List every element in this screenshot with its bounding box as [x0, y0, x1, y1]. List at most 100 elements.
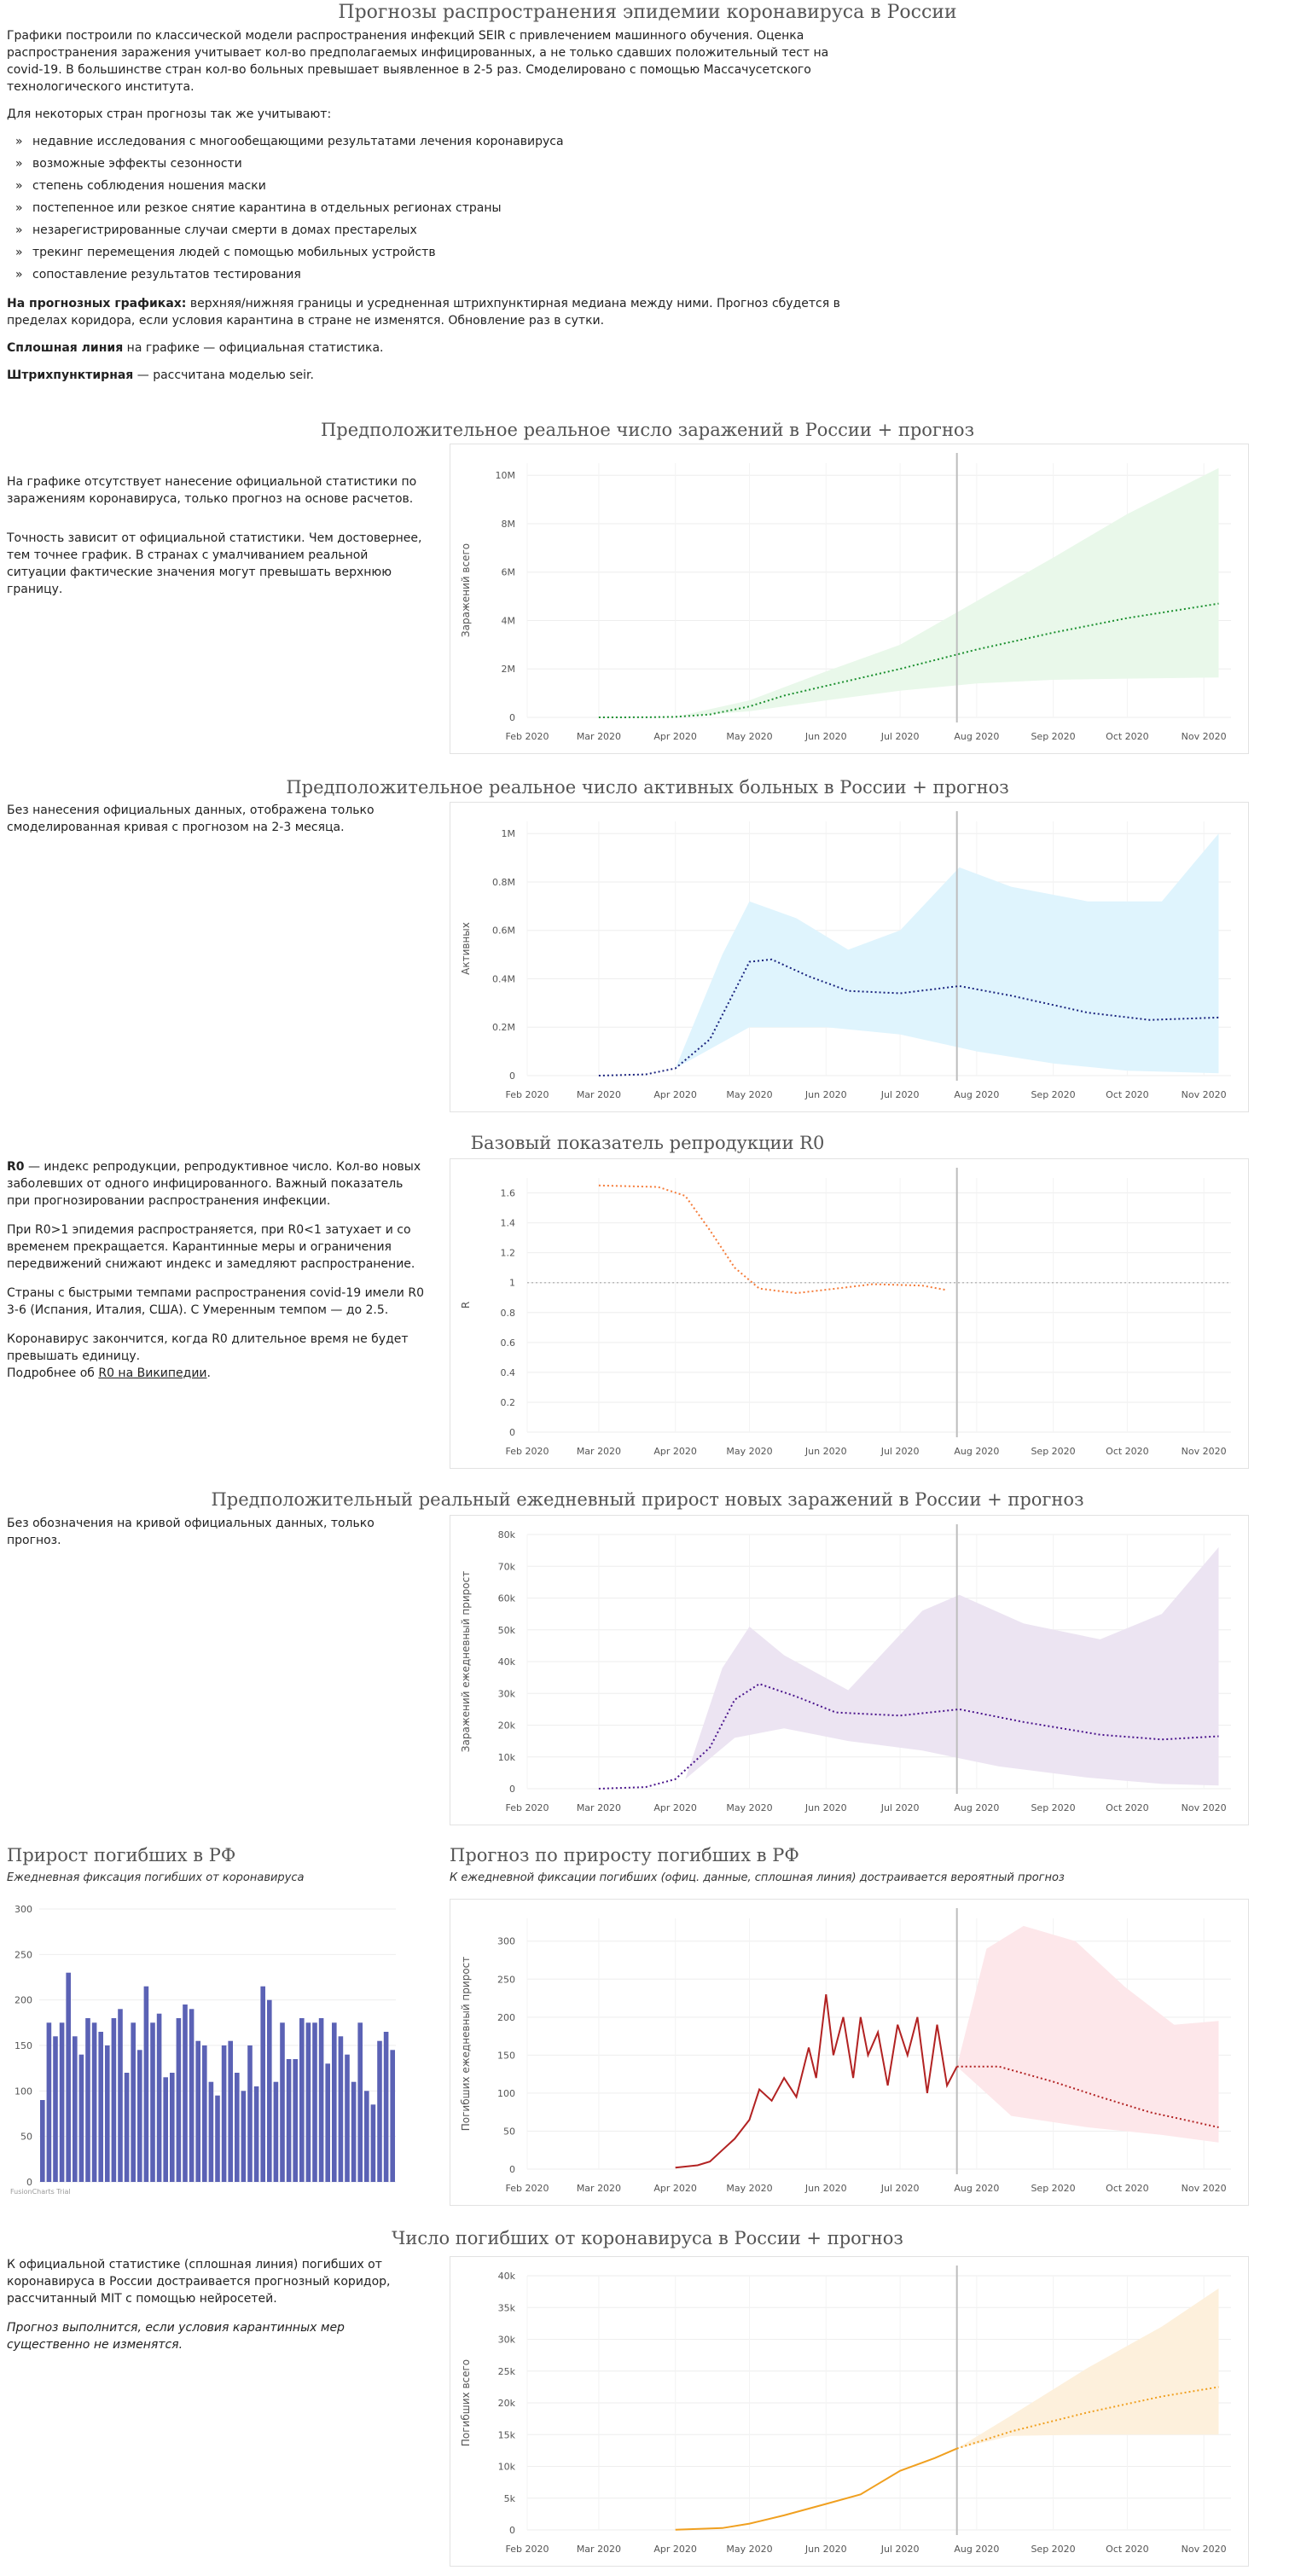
bar: [66, 1972, 71, 2182]
forecast-band: [956, 2288, 1219, 2449]
x-tick-label: Jul 2020: [880, 2183, 920, 2194]
bar: [260, 1986, 265, 2182]
r0-wikipedia-link[interactable]: R0 на Википедии: [98, 1366, 207, 1380]
bar: [338, 2036, 344, 2182]
y-tick-label: 50k: [498, 1625, 516, 1636]
bar: [183, 2005, 188, 2182]
y-tick-label: 0.8: [501, 1308, 516, 1319]
bar: [364, 2091, 369, 2182]
bar: [390, 2050, 395, 2182]
x-tick-label: Oct 2020: [1106, 1802, 1149, 1813]
y-tick-label: 250: [497, 1974, 515, 1985]
y-tick-label: 70k: [498, 1561, 516, 1572]
y-tick-label: 150: [497, 2050, 515, 2061]
bar: [221, 2045, 227, 2182]
bar: [124, 2073, 130, 2182]
bar: [156, 2013, 162, 2182]
bar: [377, 2040, 382, 2182]
x-tick-label: Aug 2020: [954, 1802, 999, 1813]
x-tick-label: Jun 2020: [804, 2544, 847, 2555]
active-chart: 0 0.2M 0.4M 0.6M 0.8M 1M Feb 2020 Mar 2020 Apr 2…: [450, 802, 1249, 1112]
y-tick-label: 0: [509, 2164, 515, 2175]
bar: [131, 2022, 136, 2182]
x-tick-label: Nov 2020: [1182, 1802, 1227, 1813]
x-tick-label: Apr 2020: [653, 1446, 697, 1457]
bar: [241, 2091, 247, 2182]
x-tick-label: Apr 2020: [653, 1089, 697, 1100]
x-tick-label: Jul 2020: [880, 1446, 920, 1457]
y-axis-title: Активных: [460, 922, 472, 975]
deaths-total-chart: 0 5k 10k 15k 20k 25k 30k 35k 40k Feb 2020 Mar 2020…: [450, 2256, 1249, 2567]
x-tick-label: Jun 2020: [804, 1802, 847, 1813]
x-tick-label: Sep 2020: [1031, 2183, 1075, 2194]
x-tick-label: Apr 2020: [653, 1802, 697, 1813]
x-tick-label: Feb 2020: [506, 2183, 549, 2194]
bar: [170, 2073, 175, 2182]
bar: [176, 2018, 182, 2182]
y-tick-label: 25k: [498, 2366, 516, 2377]
y-tick-label: 30k: [498, 2335, 516, 2346]
x-tick-label: Sep 2020: [1031, 1089, 1075, 1100]
bar: [40, 2100, 45, 2182]
bar: [299, 2018, 305, 2182]
official-line: [675, 1993, 958, 2169]
median-line: [956, 2065, 1219, 2128]
median-line: [598, 1184, 948, 1295]
bar: [325, 2063, 330, 2182]
bar: [383, 2032, 389, 2182]
x-tick-label: Oct 2020: [1106, 731, 1149, 742]
bar: [273, 2081, 279, 2182]
y-tick-label: 0.2M: [492, 1022, 515, 1033]
x-tick-label: Jul 2020: [880, 1089, 920, 1100]
x-tick-label: Feb 2020: [506, 1446, 549, 1457]
x-tick-label: Mar 2020: [577, 2544, 621, 2555]
r0-description: R0 — индекс репродукции, репродуктивное …: [7, 1160, 424, 1380]
page-title: Прогнозы распространения эпидемии корона…: [338, 2, 957, 23]
median-line: [598, 1682, 1219, 1790]
bar: [59, 2022, 65, 2182]
r0-chart: 0 0.2 0.4 0.6 0.8 1 1.2 1.4 1.6 Feb 2020 Mar 2020 A…: [450, 1158, 1249, 1469]
x-tick-label: Apr 2020: [653, 731, 697, 742]
x-tick-label: Oct 2020: [1106, 1089, 1149, 1100]
x-tick-label: Nov 2020: [1182, 1446, 1227, 1457]
y-tick-label: 0.2: [501, 1397, 516, 1408]
deaths-bars-chart: 0 50 100 150 200 250 300 FusionCharts Trial: [7, 1895, 399, 2202]
bar: [286, 2059, 292, 2182]
bar: [137, 2050, 142, 2182]
list-item: незарегистрированные случаи смерти в дом…: [15, 222, 851, 239]
legend-note: Штрихпунктирная — рассчитана моделью sei…: [7, 368, 314, 382]
bar: [195, 2040, 200, 2182]
x-tick-label: Jul 2020: [880, 1802, 920, 1813]
y-tick-label: 200: [497, 2012, 515, 2023]
x-tick-label: Mar 2020: [577, 731, 621, 742]
x-tick-label: Aug 2020: [954, 1089, 999, 1100]
x-tick-label: Aug 2020: [954, 2544, 999, 2555]
y-tick-label: 10M: [496, 470, 516, 481]
bar: [85, 2018, 90, 2182]
bar: [53, 2036, 58, 2182]
bar: [345, 2054, 350, 2182]
x-tick-label: Feb 2020: [506, 731, 549, 742]
section-title-infections: Предположительное реальное число заражен…: [320, 420, 975, 440]
forecast-band: [675, 467, 1219, 717]
y-tick-label: 1.2: [501, 1248, 516, 1259]
x-tick-label: Oct 2020: [1106, 2183, 1149, 2194]
bar: [253, 2086, 259, 2182]
y-tick-label: 20k: [498, 1720, 516, 1732]
intro-paragraph: Графики построили по классической модели…: [7, 29, 829, 94]
y-tick-label: 1M: [502, 828, 516, 839]
y-tick-label: 300: [497, 1936, 515, 1947]
x-tick-label: Sep 2020: [1031, 1802, 1075, 1813]
x-tick-label: May 2020: [726, 1446, 772, 1457]
y-tick-label: 40k: [498, 1656, 516, 1668]
infections-chart: 0 2M 4M 6M 8M 10M Feb 2020 Mar 2020 Apr 2020 May …: [450, 444, 1249, 754]
list-item: постепенное или резкое снятие карантина …: [15, 200, 851, 217]
x-tick-label: Jul 2020: [880, 2544, 920, 2555]
section-title-active: Предположительное реальное число активны…: [286, 777, 1009, 798]
daily-description: Без обозначения на кривой официальных да…: [7, 1517, 375, 1547]
x-tick-label: Sep 2020: [1031, 2544, 1075, 2555]
daily-chart: 0 10k 20k 30k 40k 50k 60k 70k 80k Feb 2020 Mar 202…: [450, 1515, 1249, 1825]
active-description: Без нанесения официальных данных, отобра…: [7, 804, 375, 834]
bar: [208, 2081, 214, 2182]
y-tick-label: 20k: [498, 2398, 516, 2409]
